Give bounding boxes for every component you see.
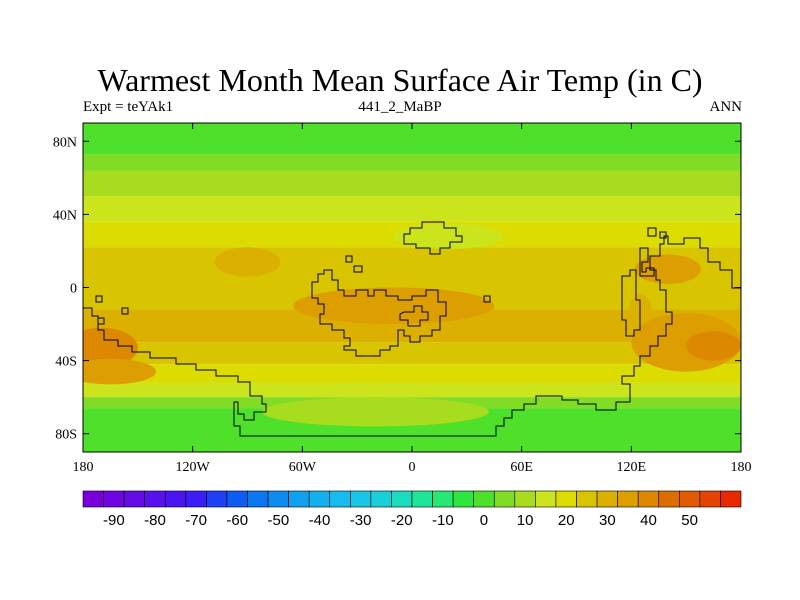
field-patch-3 (686, 331, 741, 361)
colorbar-box-19 (473, 490, 495, 508)
colorbar-box-24 (576, 490, 598, 508)
field-band-1 (83, 154, 741, 171)
x-tick-label-2: 60W (289, 460, 317, 475)
plot-title: Warmest Month Mean Surface Air Temp (in … (97, 62, 703, 98)
colorbar-box-28 (658, 490, 680, 508)
y-tick-label-0: 80N (53, 135, 77, 150)
colorbar-box-25 (596, 490, 618, 508)
colorbar-box-8 (247, 490, 269, 508)
coastline-east-islands (621, 227, 667, 337)
colorbar-label-4: -50 (268, 512, 290, 529)
field-band-2 (83, 170, 741, 197)
colorbar-box-3 (144, 490, 166, 508)
colorbar-label-1: -80 (144, 512, 166, 529)
y-tick-label-1: 40N (53, 208, 77, 223)
colorbar-box-31 (720, 490, 742, 508)
colorbar-label-3: -60 (226, 512, 248, 529)
colorbar-box-11 (308, 490, 331, 508)
season-label: ANN (709, 99, 743, 115)
colorbar-box-7 (226, 490, 248, 508)
field-patch-8 (262, 397, 489, 427)
field-band-7 (83, 342, 741, 365)
colorbar: -90 -80 -70 -60 -50 -40 -30 -20 -10 0 10 20 30 40 50 (82, 490, 742, 529)
x-tick-label-6: 180 (731, 460, 752, 475)
colorbar-box-27 (637, 490, 660, 508)
colorbar-label-5: -40 (309, 512, 331, 529)
colorbar-box-6 (206, 490, 228, 508)
colorbar-box-14 (370, 490, 392, 508)
x-tick-label-1: 120W (176, 460, 211, 475)
field-patch-0 (214, 247, 281, 277)
colorbar-label-8: -10 (432, 512, 454, 529)
colorbar-label-12: 30 (599, 512, 616, 529)
coastline-central (311, 269, 447, 357)
colorbar-box-23 (555, 490, 577, 508)
colorbar-label-11: 20 (558, 512, 575, 529)
time-label: 441_2_MaBP (358, 99, 442, 115)
axes: 180 120W 60W 0 60E 120E 180 80N 40N 0 40S 80S (53, 123, 752, 475)
colorbar-label-13: 40 (640, 512, 657, 529)
colorbar-box-1 (103, 490, 125, 508)
x-tick-label-3: 0 (409, 460, 416, 475)
colorbar-box-16 (411, 490, 433, 508)
colorbar-box-0 (82, 490, 104, 508)
colorbar-box-15 (391, 490, 413, 508)
colorbar-label-10: 10 (517, 512, 534, 529)
coastline-west (83, 235, 741, 437)
colorbar-label-14: 50 (681, 512, 698, 529)
field-band-8 (83, 364, 741, 383)
field-band-9 (83, 382, 741, 398)
colorbar-box-21 (514, 490, 536, 508)
colorbar-box-4 (164, 490, 187, 508)
field-patch-1 (293, 287, 495, 325)
colorbar-box-18 (452, 490, 474, 508)
colorbar-label-6: -30 (350, 512, 372, 529)
colorbar-box-30 (699, 490, 721, 508)
experiment-label: Expt = teYAk1 (83, 99, 174, 115)
x-tick-label-4: 60E (510, 460, 533, 475)
colorbar-box-9 (267, 490, 289, 508)
field-band-3 (83, 196, 741, 222)
colorbar-box-2 (123, 490, 145, 508)
y-tick-label-3: 40S (55, 355, 77, 370)
y-tick-label-2: 0 (70, 282, 77, 297)
colorbar-box-12 (329, 490, 351, 508)
coastlines (83, 221, 741, 437)
colorbar-box-22 (535, 490, 557, 508)
coastline-small-islands (95, 255, 491, 325)
colorbar-box-17 (432, 490, 454, 508)
colorbar-box-5 (185, 490, 207, 508)
colorbar-box-13 (350, 490, 372, 508)
field-patch-6 (634, 254, 701, 284)
colorbar-box-29 (679, 490, 701, 508)
colorbar-box-20 (493, 490, 516, 508)
colorbar-box-10 (288, 490, 310, 508)
colorbar-label-7: -20 (391, 512, 413, 529)
x-tick-label-0: 180 (73, 460, 94, 475)
field-patch-4 (83, 327, 138, 368)
x-tick-label-5: 120E (617, 460, 647, 475)
field-patch-9 (393, 223, 504, 250)
colorbar-label-2: -70 (185, 512, 207, 529)
colorbar-label-0: -90 (103, 512, 125, 529)
y-tick-label-4: 80S (55, 428, 77, 443)
colorbar-box-26 (617, 490, 639, 508)
coastline-north-island (403, 221, 463, 255)
colorbar-label-9: 0 (480, 512, 488, 529)
coastline-inner-lake (399, 305, 429, 327)
field-patch-5 (83, 358, 157, 385)
temperature-field (83, 123, 741, 452)
